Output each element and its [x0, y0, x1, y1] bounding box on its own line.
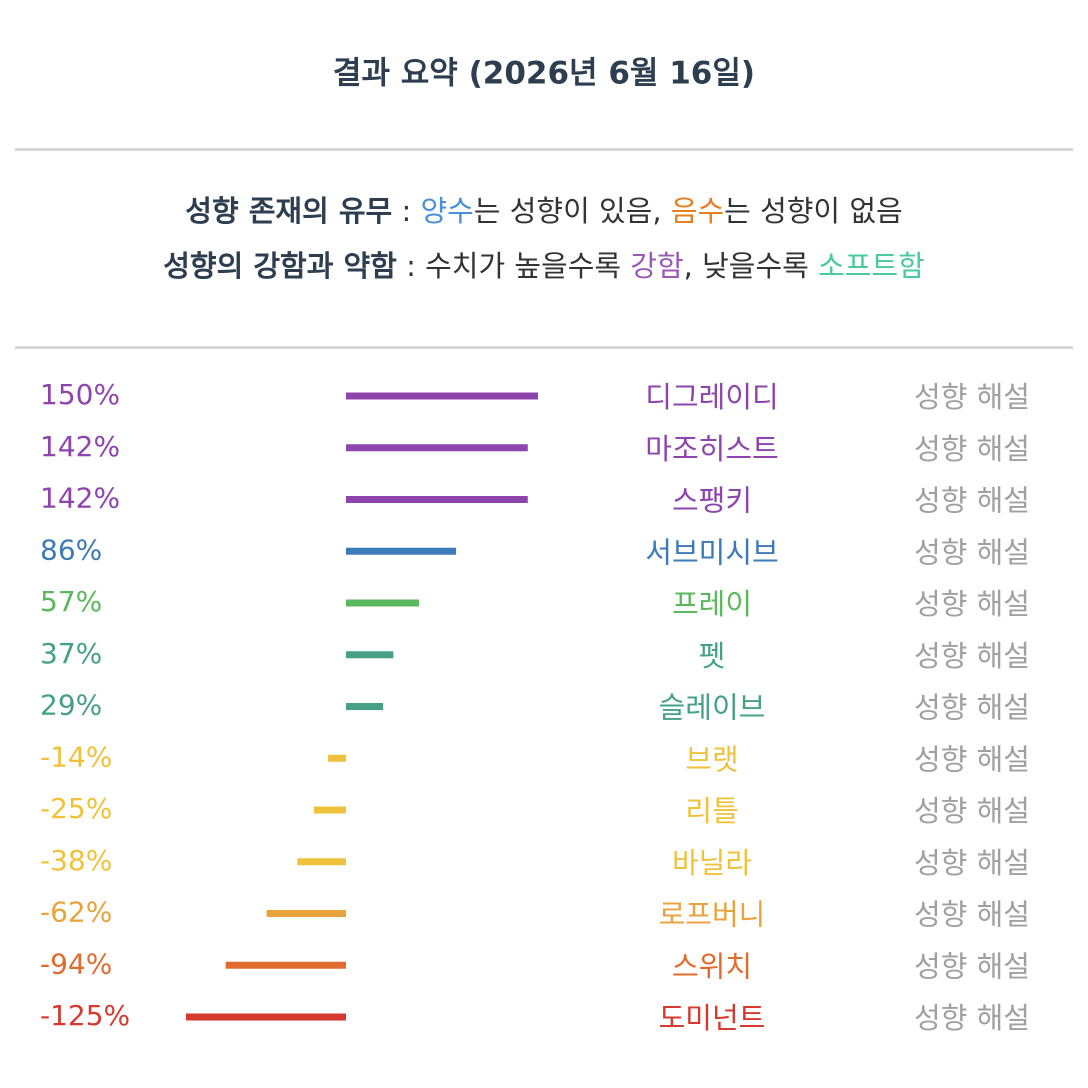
- category-label: 브랫: [685, 742, 738, 776]
- category-label: 펫: [699, 639, 726, 673]
- category-label: 마조히스트: [645, 432, 778, 466]
- detail-link[interactable]: 성향 해설: [914, 535, 1030, 569]
- detail-link[interactable]: 성향 해설: [914, 380, 1030, 414]
- detail-link[interactable]: 성향 해설: [914, 949, 1030, 983]
- bar: [346, 444, 528, 452]
- legend-segment: 는 성향이 있음,: [474, 194, 671, 228]
- detail-link[interactable]: 성향 해설: [914, 432, 1030, 466]
- detail-link[interactable]: 성향 해설: [914, 587, 1030, 621]
- bar: [225, 961, 346, 969]
- bar: [346, 547, 457, 555]
- bar: [346, 651, 394, 659]
- detail-link[interactable]: 성향 해설: [914, 484, 1030, 518]
- category-label: 프레이: [672, 587, 752, 621]
- bar: [314, 806, 346, 814]
- value-label: -25%: [40, 792, 112, 825]
- bar: [328, 754, 346, 762]
- bar: [186, 1013, 346, 1021]
- detail-link[interactable]: 성향 해설: [914, 639, 1030, 673]
- legend-segment: 양수: [420, 194, 473, 228]
- title: 결과 요약 (2026년 6월 16일): [333, 56, 755, 92]
- legend-segment: :: [397, 249, 425, 283]
- legend-segment: 성향 존재의 유무: [185, 194, 392, 228]
- legend-segment: :: [392, 194, 420, 228]
- bar: [346, 496, 528, 503]
- category-label: 스팽키: [672, 484, 752, 518]
- value-label: 142%: [40, 482, 120, 515]
- value-label: -125%: [40, 999, 130, 1032]
- value-label: -94%: [40, 947, 112, 980]
- detail-link[interactable]: 성향 해설: [914, 1001, 1030, 1035]
- bar: [346, 392, 538, 400]
- detail-link[interactable]: 성향 해설: [914, 691, 1030, 725]
- category-label: 도미넌트: [659, 1001, 766, 1035]
- value-label: -14%: [40, 740, 112, 773]
- detail-link[interactable]: 성향 해설: [914, 794, 1030, 828]
- legend-segment: 성향의 강함과 약함: [163, 249, 397, 283]
- legend-segment: 소프트함: [818, 249, 925, 283]
- category-label: 슬레이브: [659, 691, 766, 725]
- category-label: 바닐라: [672, 846, 752, 880]
- value-label: -38%: [40, 844, 112, 877]
- category-label: 리틀: [685, 794, 738, 828]
- category-label: 스위치: [672, 949, 752, 983]
- value-label: 150%: [40, 378, 120, 411]
- category-label: 서브미시브: [645, 535, 778, 569]
- divider: [15, 148, 1073, 151]
- detail-link[interactable]: 성향 해설: [914, 846, 1030, 880]
- value-label: 37%: [40, 637, 102, 670]
- detail-link[interactable]: 성향 해설: [914, 742, 1030, 776]
- legend-line: 성향 존재의 유무 : 양수는 성향이 있음, 음수는 성향이 없음: [185, 194, 902, 228]
- category-label: 로프버니: [659, 898, 766, 932]
- value-label: 86%: [40, 533, 102, 566]
- value-label: -62%: [40, 896, 112, 929]
- bar: [346, 599, 419, 607]
- bar: [266, 910, 346, 917]
- value-label: 142%: [40, 430, 120, 463]
- legend-segment: , 낮을수록: [684, 249, 818, 283]
- legend-segment: 강함: [630, 249, 683, 283]
- value-label: 29%: [40, 689, 102, 722]
- legend-segment: 수치가 높을수록: [425, 249, 630, 283]
- value-label: 57%: [40, 585, 102, 618]
- category-label: 디그레이디: [645, 380, 778, 414]
- legend-segment: 음수: [671, 194, 724, 228]
- legend-line: 성향의 강함과 약함 : 수치가 높을수록 강함, 낮을수록 소프트함: [163, 249, 925, 283]
- divider: [15, 346, 1073, 349]
- legend-segment: 는 성향이 없음: [724, 194, 903, 228]
- detail-link[interactable]: 성향 해설: [914, 898, 1030, 932]
- bar: [297, 858, 346, 866]
- bar: [346, 703, 384, 710]
